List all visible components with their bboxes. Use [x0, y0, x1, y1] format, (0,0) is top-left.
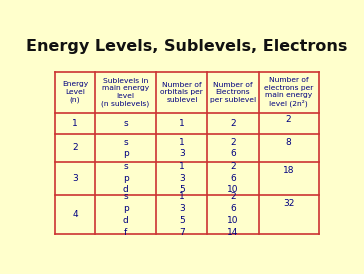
- Text: 2
6
10
14: 2 6 10 14: [227, 192, 239, 237]
- Text: 1
3
5
7: 1 3 5 7: [179, 192, 185, 237]
- Text: 3: 3: [72, 174, 78, 183]
- Text: s
p
d
f: s p d f: [123, 192, 128, 237]
- Text: 1
3
5: 1 3 5: [179, 162, 185, 195]
- Text: 2: 2: [230, 119, 236, 128]
- Text: s
p: s p: [123, 138, 128, 158]
- Text: 32: 32: [283, 199, 294, 209]
- Text: 1
3: 1 3: [179, 138, 185, 158]
- Text: 2
6
10: 2 6 10: [227, 162, 239, 195]
- Text: Number of
orbitals per
sublevel: Number of orbitals per sublevel: [161, 82, 203, 103]
- Text: Energy
Level
(n): Energy Level (n): [62, 81, 88, 103]
- Text: Sublevels in
main energy
level
(n sublevels): Sublevels in main energy level (n sublev…: [102, 78, 150, 107]
- Text: 2: 2: [72, 144, 78, 152]
- Text: 1: 1: [179, 119, 185, 128]
- Text: 1: 1: [72, 119, 78, 128]
- Text: 18: 18: [283, 165, 294, 175]
- Text: s: s: [123, 119, 128, 128]
- Text: Number of
Electrons
per sublevel: Number of Electrons per sublevel: [210, 82, 256, 103]
- Text: 8: 8: [286, 138, 292, 147]
- Text: 2
6: 2 6: [230, 138, 236, 158]
- Text: Number of
electrons per
main energy
level (2n²): Number of electrons per main energy leve…: [264, 77, 313, 107]
- Text: Energy Levels, Sublevels, Electrons: Energy Levels, Sublevels, Electrons: [26, 39, 347, 54]
- Text: 4: 4: [72, 210, 78, 219]
- Text: s
p
d: s p d: [123, 162, 128, 195]
- Text: 2: 2: [286, 115, 292, 124]
